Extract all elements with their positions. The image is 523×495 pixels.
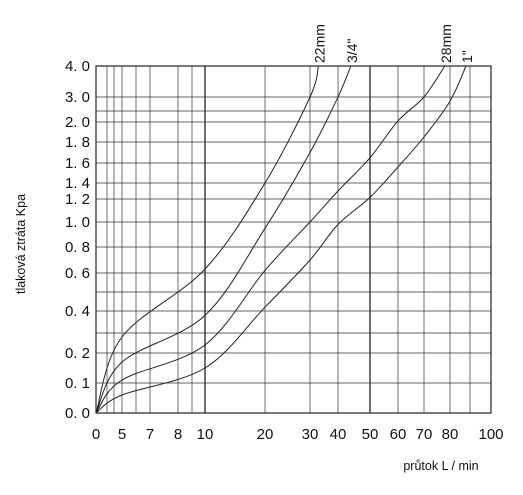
y-tick-label: 2. 0 [65, 114, 90, 131]
x-tick-labels: 0 5 7 8 10 20 30 40 50 60 70 80 100 [92, 426, 504, 443]
x-tick-label: 70 [416, 426, 433, 443]
series-line-4 [95, 65, 467, 414]
curves [95, 65, 467, 414]
y-tick-label: 0. 0 [65, 405, 90, 422]
y-axis-title: tlaková ztráta Kpa [14, 194, 28, 294]
y-tick-label: 0. 4 [65, 303, 90, 320]
x-axis-title: průtok L / min [403, 459, 478, 473]
x-tick-label: 8 [174, 426, 182, 443]
y-tick-label: 1. 8 [65, 134, 90, 151]
x-tick-label: 7 [146, 426, 154, 443]
y-tick-label: 4. 0 [65, 58, 90, 75]
x-tick-label: 10 [197, 426, 214, 443]
y-tick-label: 0. 2 [65, 345, 90, 362]
series-line-3 [95, 65, 446, 414]
series-line-2 [95, 65, 352, 414]
x-tick-label: 20 [257, 426, 274, 443]
x-tick-label: 80 [442, 426, 459, 443]
x-tick-label: 100 [478, 426, 503, 443]
x-tick-label: 50 [362, 426, 379, 443]
y-tick-label: 1. 0 [65, 214, 90, 231]
x-tick-label: 5 [118, 426, 126, 443]
series-labels: 22mm 3/4" 28mm 1" [311, 24, 475, 63]
series-label-4: 1" [459, 50, 475, 63]
y-tick-label: 0. 6 [65, 265, 90, 282]
y-tick-label: 1. 6 [65, 155, 90, 172]
y-tick-label: 3. 0 [65, 89, 90, 106]
plot-frame [95, 65, 492, 414]
y-tick-label: 1. 2 [65, 191, 90, 208]
y-tick-labels: 0. 0 0. 1 0. 2 0. 4 0. 6 0. 8 1. 0 1. 21. 4 1. 6… [65, 58, 90, 422]
y-tick-label: 1. 4 [65, 175, 90, 192]
y-tick-label: 0. 1 [65, 375, 90, 392]
series-label-2: 3/4" [344, 39, 360, 63]
x-tick-label: 60 [390, 426, 407, 443]
x-tick-label: 0 [92, 426, 100, 443]
y-tick-label: 0. 8 [65, 239, 90, 256]
series-label-1: 22mm [311, 24, 327, 63]
grid [95, 65, 492, 414]
x-tick-label: 40 [330, 426, 347, 443]
series-line-1 [95, 65, 319, 414]
x-tick-label: 30 [302, 426, 319, 443]
series-label-3: 28mm [438, 24, 454, 63]
